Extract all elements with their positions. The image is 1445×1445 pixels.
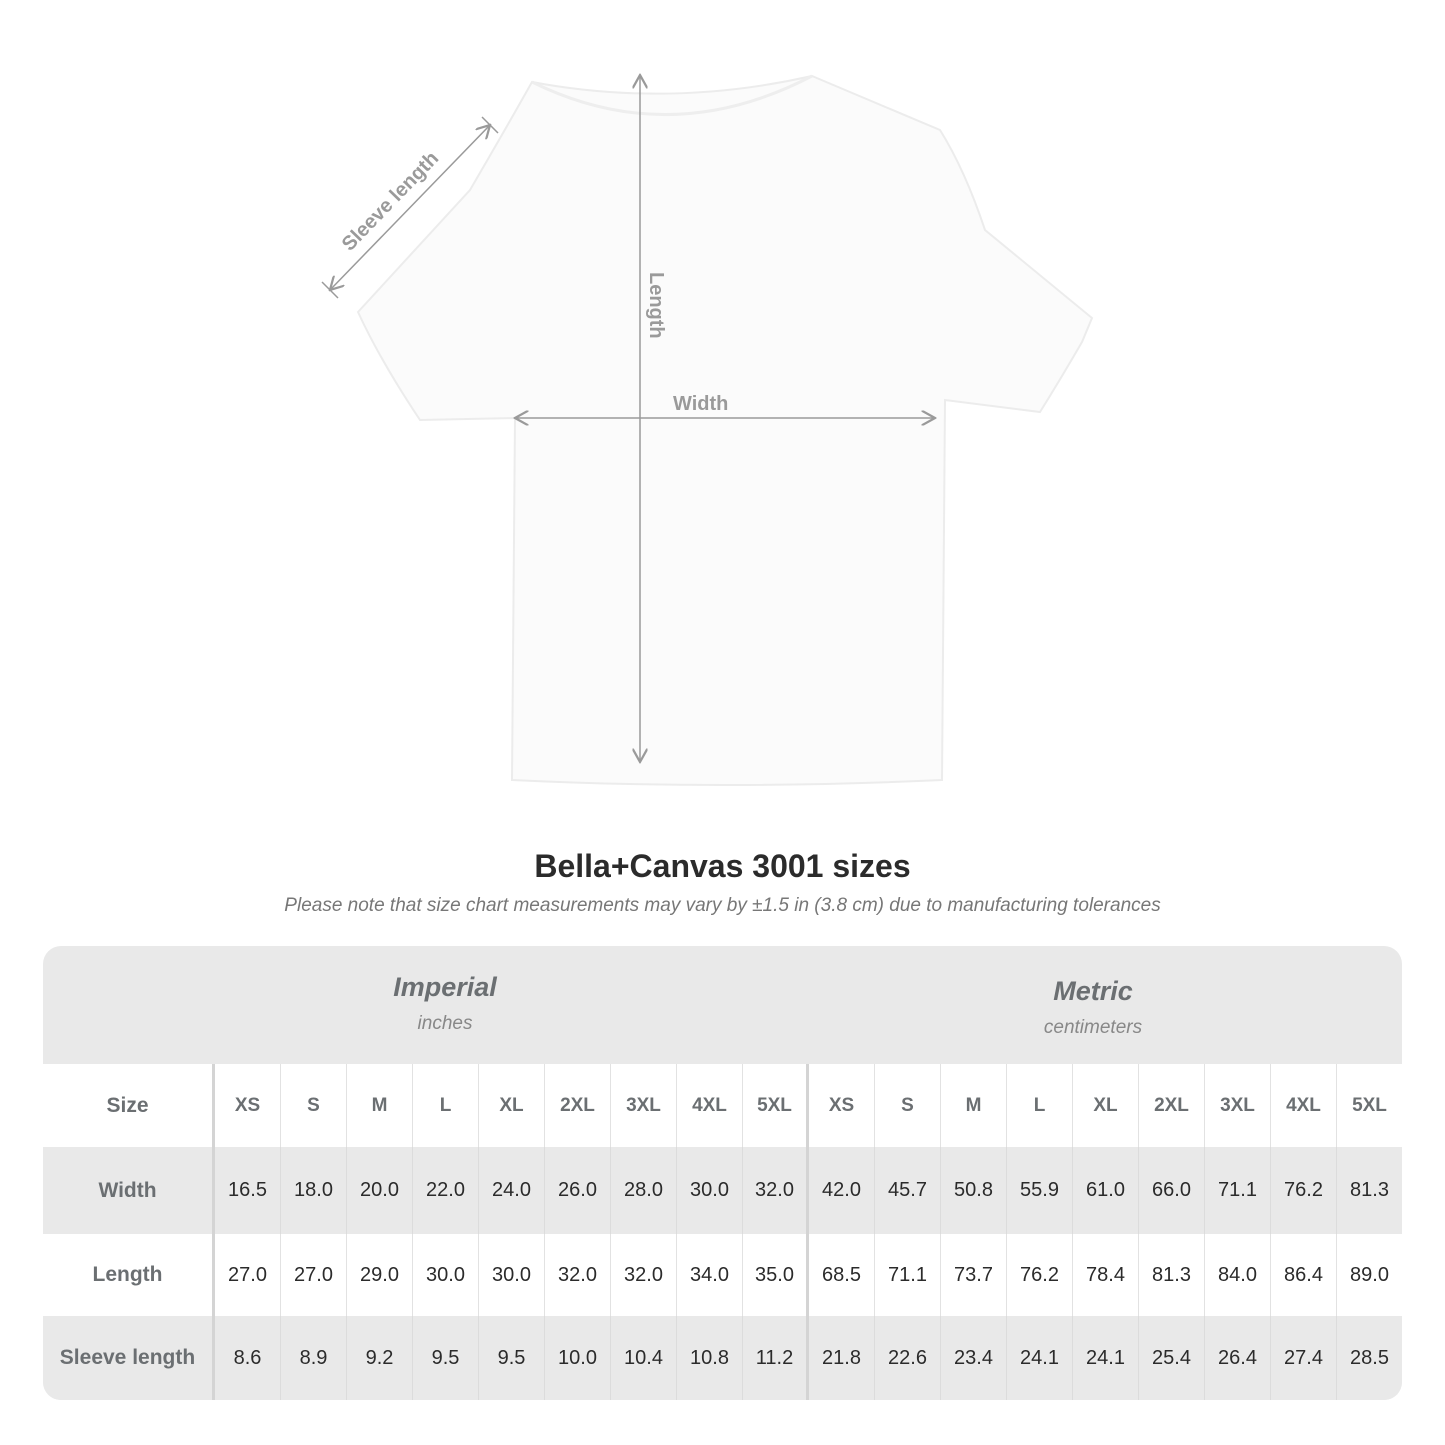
imperial-value-cell: 29.0 <box>347 1234 413 1316</box>
imperial-size-header: 4XL <box>677 1064 743 1147</box>
metric-value-cell: 78.4 <box>1073 1234 1139 1316</box>
table-row: Width 16.5 18.0 20.0 22.0 24.0 26.0 28.0 30.0 32.… <box>43 1147 1402 1234</box>
metric-header: Metric centimeters <box>863 946 1323 1094</box>
metric-size-header: 4XL <box>1271 1064 1337 1147</box>
metric-size-header: 5XL <box>1352 1094 1387 1116</box>
metric-value-cell: 23.4 <box>941 1316 1007 1400</box>
metric-value-cell: 81.3 <box>1139 1234 1205 1316</box>
imperial-value-cell: 8.6 <box>215 1316 281 1400</box>
imperial-value-cell: 22.0 <box>413 1147 479 1234</box>
metric-size-header: L <box>1007 1064 1073 1147</box>
imperial-size-header: 2XL <box>545 1064 611 1147</box>
imperial-value-cell: 32.0 <box>545 1234 611 1316</box>
metric-unit: centimeters <box>1043 1017 1143 1038</box>
metric-value-cell: 66.0 <box>1139 1147 1205 1234</box>
metric-value-cell: 27.4 <box>1271 1316 1337 1400</box>
metric-value-cell: 76.2 <box>1271 1147 1337 1234</box>
sleeve-length-line <box>330 125 490 290</box>
tshirt-shape <box>356 74 1094 786</box>
metric-size-header: M <box>941 1064 1007 1147</box>
metric-value-cell: 42.0 <box>809 1147 875 1234</box>
metric-size-header: 2XL <box>1139 1064 1205 1147</box>
imperial-value-cell: 32.0 <box>743 1147 809 1234</box>
metric-value-cell: 68.5 <box>809 1234 875 1316</box>
tshirt-diagram: Sleeve length Length Width <box>321 0 1094 786</box>
table-row: Length 27.0 27.0 29.0 30.0 30.0 32.0 32.0 34.0 35… <box>43 1234 1402 1316</box>
row-label: Length <box>43 1234 215 1316</box>
size-header-row: Size XS S M L XL 2XL 3XL 4XL 5XL XS S M L XL 2XL 3XL 4XL 5… <box>43 1064 1402 1147</box>
imperial-header: Imperial inches <box>215 946 675 1090</box>
metric-value-cell: 84.0 <box>1205 1234 1271 1316</box>
tolerance-note: Please note that size chart measurements… <box>284 895 1161 916</box>
metric-label: Metric <box>1053 976 1133 1006</box>
imperial-value-cell: 8.9 <box>281 1316 347 1400</box>
metric-size-header: XL <box>1073 1064 1139 1147</box>
imperial-value-cell: 26.0 <box>545 1147 611 1234</box>
imperial-value-cell: 11.2 <box>743 1316 809 1400</box>
size-table: Imperial inches Metric centimeters Size X… <box>43 946 1402 1400</box>
metric-value-cell: 55.9 <box>1007 1147 1073 1234</box>
metric-value-cell: 22.6 <box>875 1316 941 1400</box>
imperial-value-cell: 10.0 <box>545 1316 611 1400</box>
metric-value-cell: 21.8 <box>809 1316 875 1400</box>
imperial-value-cell: 30.0 <box>677 1147 743 1234</box>
metric-value-cell: 76.2 <box>1007 1234 1073 1316</box>
table-row: Sleeve length 8.6 8.9 9.2 9.5 9.5 10.0 10.4 10.8… <box>43 1316 1402 1400</box>
metric-size-header: S <box>875 1064 941 1147</box>
metric-value-cell: 71.1 <box>875 1234 941 1316</box>
imperial-size-header: L <box>413 1064 479 1147</box>
imperial-value-cell: 27.0 <box>215 1234 281 1316</box>
imperial-value-cell: 28.0 <box>611 1147 677 1234</box>
metric-size-header: 3XL <box>1205 1064 1271 1147</box>
imperial-value-cell: 32.0 <box>611 1234 677 1316</box>
imperial-value-cell: 20.0 <box>347 1147 413 1234</box>
imperial-value-cell: 27.0 <box>281 1234 347 1316</box>
metric-value-cell: 26.4 <box>1205 1316 1271 1400</box>
row-label: Width <box>43 1147 215 1234</box>
metric-size-header: XS <box>809 1064 875 1147</box>
imperial-value-cell: 9.5 <box>479 1316 545 1400</box>
metric-value-cell: 24.1 <box>1007 1316 1073 1400</box>
imperial-value-cell: 9.2 <box>347 1316 413 1400</box>
imperial-size-header: 5XL <box>743 1064 809 1147</box>
imperial-value-cell: 34.0 <box>677 1234 743 1316</box>
metric-value-cell: 24.1 <box>1073 1316 1139 1400</box>
imperial-value-cell: 10.8 <box>677 1316 743 1400</box>
imperial-size-header: S <box>281 1064 347 1147</box>
imperial-size-header: 3XL <box>611 1064 677 1147</box>
metric-value-cell: 89.0 <box>1350 1263 1389 1286</box>
imperial-unit: inches <box>417 1013 473 1034</box>
metric-value-cell: 73.7 <box>941 1234 1007 1316</box>
imperial-value-cell: 35.0 <box>743 1234 809 1316</box>
imperial-size-header: XL <box>479 1064 545 1147</box>
metric-value-cell: 28.5 <box>1350 1346 1389 1369</box>
row-label: Size <box>43 1064 215 1147</box>
metric-value-cell: 81.3 <box>1350 1179 1389 1201</box>
imperial-value-cell: 10.4 <box>611 1316 677 1400</box>
metric-value-cell: 25.4 <box>1139 1316 1205 1400</box>
imperial-value-cell: 18.0 <box>281 1147 347 1234</box>
row-label: Sleeve length <box>43 1316 215 1400</box>
page-title: Bella+Canvas 3001 sizes <box>534 848 911 884</box>
metric-value-cell: 50.8 <box>941 1147 1007 1234</box>
imperial-size-header: XS <box>215 1064 281 1147</box>
metric-value-cell: 86.4 <box>1271 1234 1337 1316</box>
length-label: Length <box>645 272 667 339</box>
imperial-value-cell: 30.0 <box>479 1234 545 1316</box>
metric-value-cell: 61.0 <box>1073 1147 1139 1234</box>
imperial-value-cell: 24.0 <box>479 1147 545 1234</box>
imperial-label: Imperial <box>393 972 497 1002</box>
imperial-size-header: M <box>347 1064 413 1147</box>
imperial-value-cell: 9.5 <box>413 1316 479 1400</box>
imperial-value-cell: 16.5 <box>215 1147 281 1234</box>
imperial-value-cell: 30.0 <box>413 1234 479 1316</box>
width-label: Width <box>673 393 728 415</box>
metric-value-cell: 71.1 <box>1205 1147 1271 1234</box>
metric-value-cell: 45.7 <box>875 1147 941 1234</box>
